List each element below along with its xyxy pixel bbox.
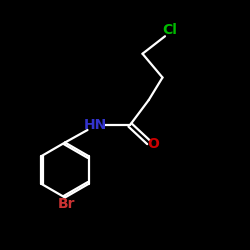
Text: Br: Br xyxy=(58,197,75,211)
Text: O: O xyxy=(147,137,159,151)
Text: HN: HN xyxy=(84,118,106,132)
Text: Cl: Cl xyxy=(162,23,178,37)
